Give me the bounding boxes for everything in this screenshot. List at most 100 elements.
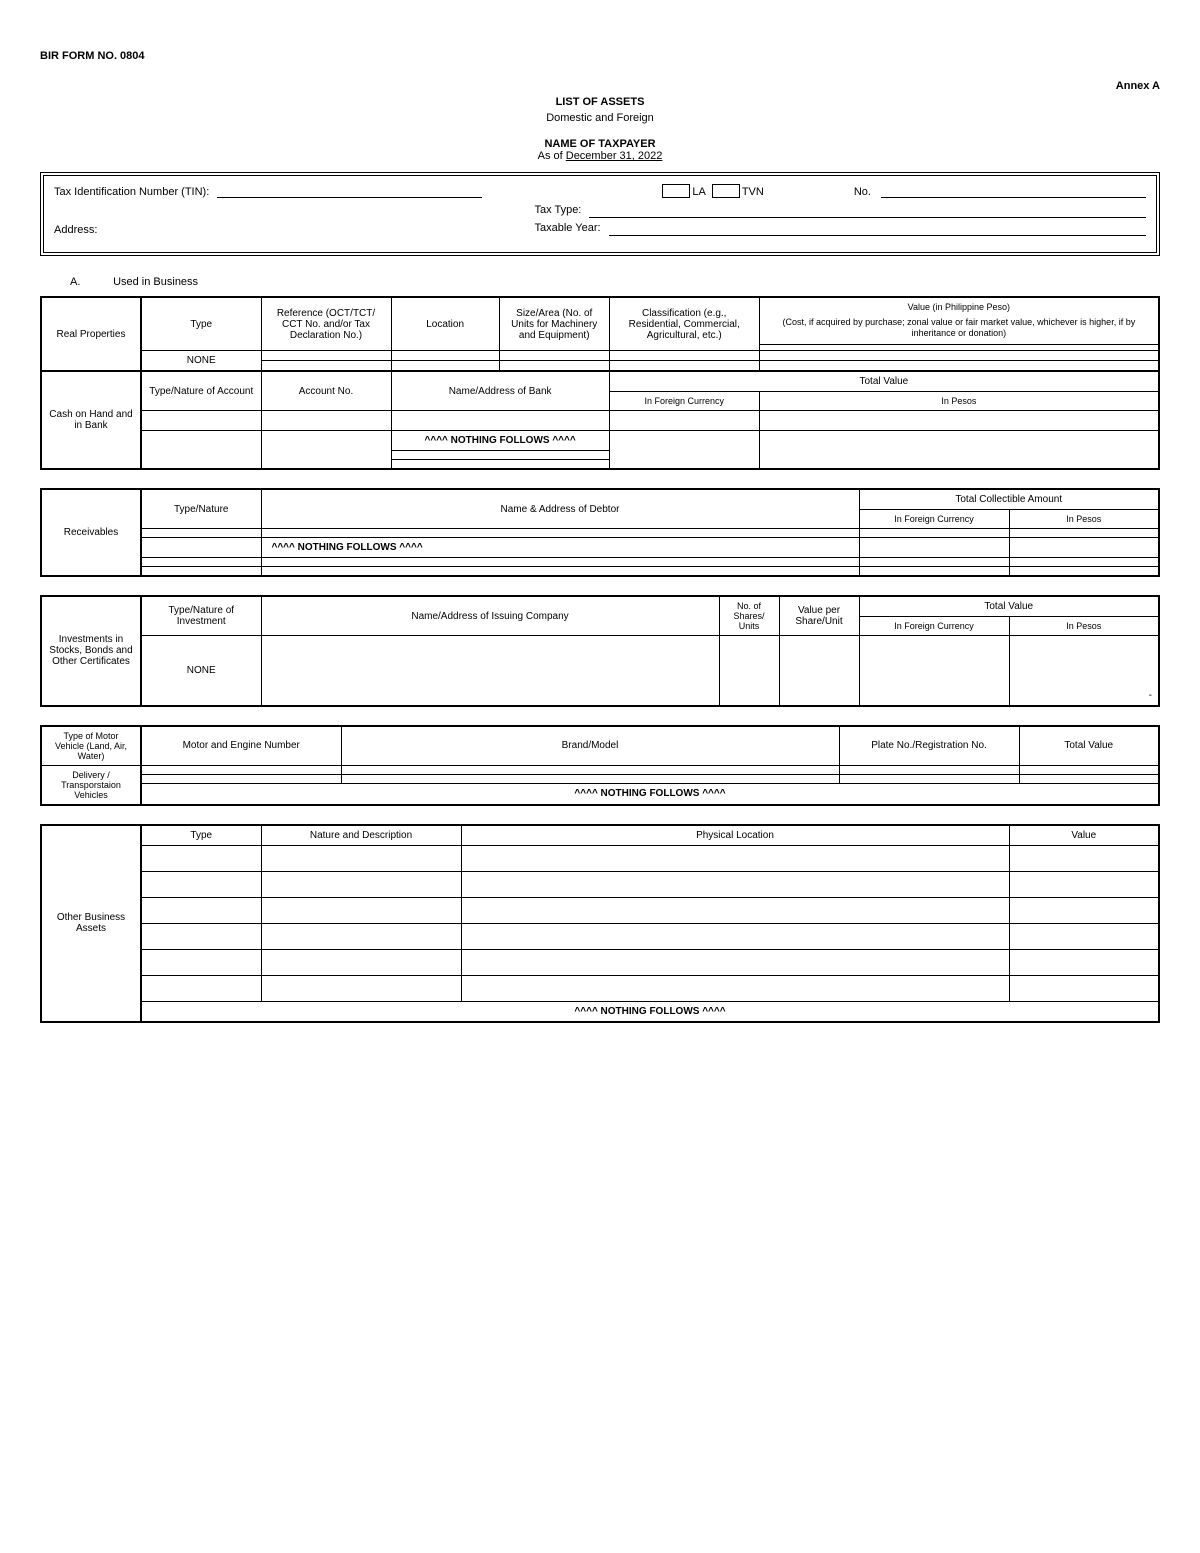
- asof-line: As of December 31, 2022: [40, 150, 1160, 162]
- cash-cell[interactable]: [759, 431, 1159, 470]
- oth-cell[interactable]: [141, 923, 261, 949]
- rp-cell[interactable]: [759, 361, 1159, 372]
- recv-cell[interactable]: [261, 529, 859, 538]
- cash-cell[interactable]: [391, 460, 609, 470]
- oth-cell[interactable]: [261, 949, 461, 975]
- recv-cell[interactable]: [1009, 558, 1159, 567]
- recv-col-pesos: In Pesos: [1009, 510, 1159, 529]
- recv-cell[interactable]: [141, 529, 261, 538]
- rp-col-size: Size/Area (No. of Units for Machinery an…: [499, 297, 609, 351]
- recv-cell[interactable]: [859, 538, 1009, 558]
- recv-cell[interactable]: [859, 567, 1009, 577]
- recv-cell[interactable]: [141, 558, 261, 567]
- oth-cell[interactable]: [141, 897, 261, 923]
- la-box[interactable]: [662, 184, 690, 198]
- recv-cell[interactable]: [1009, 529, 1159, 538]
- recv-col-total: Total Collectible Amount: [859, 489, 1159, 510]
- recv-cell[interactable]: [859, 529, 1009, 538]
- oth-cell[interactable]: [461, 897, 1009, 923]
- oth-cell[interactable]: [1009, 923, 1159, 949]
- taxyear-field[interactable]: [609, 222, 1146, 236]
- recv-nothing-follows: ^^^^ NOTHING FOLLOWS ^^^^: [261, 538, 859, 558]
- inv-cell[interactable]: [779, 636, 859, 706]
- cash-cell[interactable]: [141, 431, 261, 470]
- cash-cell[interactable]: [391, 451, 609, 460]
- cash-cell[interactable]: [391, 411, 609, 431]
- recv-cell[interactable]: [859, 558, 1009, 567]
- form-number: BIR FORM NO. 0804: [40, 50, 1160, 62]
- rp-cell[interactable]: [759, 351, 1159, 361]
- veh-cell[interactable]: [839, 774, 1019, 783]
- oth-cell[interactable]: [261, 923, 461, 949]
- recv-cell[interactable]: [261, 558, 859, 567]
- investments-table: Investments in Stocks, Bonds and Other C…: [40, 595, 1160, 707]
- oth-cell[interactable]: [1009, 949, 1159, 975]
- oth-cell[interactable]: [261, 897, 461, 923]
- oth-cell[interactable]: [141, 975, 261, 1001]
- oth-cell[interactable]: [1009, 871, 1159, 897]
- vehicles-table: Type of Motor Vehicle (Land, Air, Water)…: [40, 725, 1160, 806]
- veh-cell[interactable]: [141, 774, 341, 783]
- oth-cell[interactable]: [261, 871, 461, 897]
- receivables-label: Receivables: [41, 489, 141, 576]
- rp-cell[interactable]: [261, 361, 391, 372]
- veh-col-brand: Brand/Model: [341, 726, 839, 766]
- veh-cell[interactable]: [1019, 765, 1159, 774]
- oth-col-nature: Nature and Description: [261, 825, 461, 846]
- oth-cell[interactable]: [461, 871, 1009, 897]
- cash-cell[interactable]: [261, 411, 391, 431]
- veh-cell[interactable]: [341, 765, 839, 774]
- veh-cell[interactable]: [141, 765, 341, 774]
- oth-cell[interactable]: [461, 923, 1009, 949]
- rp-cell[interactable]: [261, 351, 391, 361]
- veh-cell[interactable]: [1019, 774, 1159, 783]
- inv-cell[interactable]: [719, 636, 779, 706]
- rp-cell[interactable]: [391, 351, 499, 361]
- recv-col-debtor: Name & Address of Debtor: [261, 489, 859, 529]
- subtitle: Domestic and Foreign: [40, 112, 1160, 124]
- oth-cell[interactable]: [141, 949, 261, 975]
- taxtype-field[interactable]: [589, 204, 1146, 218]
- oth-cell[interactable]: [461, 975, 1009, 1001]
- oth-cell[interactable]: [1009, 975, 1159, 1001]
- oth-cell[interactable]: [1009, 897, 1159, 923]
- cash-cell[interactable]: [609, 411, 759, 431]
- cash-cell[interactable]: [261, 431, 391, 470]
- inv-col-shares: No. of Shares/ Units: [719, 596, 779, 636]
- rp-cell[interactable]: [609, 351, 759, 361]
- cash-cell[interactable]: [141, 411, 261, 431]
- rp-none: NONE: [141, 351, 261, 372]
- address-label: Address:: [54, 224, 97, 236]
- rp-cell[interactable]: [609, 361, 759, 372]
- rp-cell[interactable]: [391, 361, 499, 372]
- asof-prefix: As of: [538, 150, 566, 162]
- recv-cell[interactable]: [1009, 567, 1159, 577]
- recv-cell[interactable]: [141, 538, 261, 558]
- recv-cell[interactable]: [261, 567, 859, 577]
- oth-cell[interactable]: [141, 845, 261, 871]
- inv-cell[interactable]: [261, 636, 719, 706]
- vehicle-type-label: Type of Motor Vehicle (Land, Air, Water): [41, 726, 141, 766]
- tvn-box[interactable]: [712, 184, 740, 198]
- rp-cell[interactable]: [499, 351, 609, 361]
- oth-cell[interactable]: [261, 975, 461, 1001]
- oth-cell[interactable]: [1009, 845, 1159, 871]
- oth-cell[interactable]: [461, 845, 1009, 871]
- inv-none: NONE: [141, 636, 261, 706]
- oth-cell[interactable]: [461, 949, 1009, 975]
- veh-cell[interactable]: [341, 774, 839, 783]
- cash-label: Cash on Hand and in Bank: [41, 371, 141, 469]
- veh-cell[interactable]: [839, 765, 1019, 774]
- cash-cell[interactable]: [609, 431, 759, 470]
- oth-cell[interactable]: [141, 871, 261, 897]
- taxpayer-info-box: Tax Identification Number (TIN): LA TVN …: [40, 172, 1160, 256]
- tin-field[interactable]: [217, 184, 482, 198]
- cash-cell[interactable]: [759, 411, 1159, 431]
- recv-cell[interactable]: [1009, 538, 1159, 558]
- rp-cell[interactable]: [499, 361, 609, 372]
- inv-cell[interactable]: [859, 636, 1009, 706]
- cash-nothing-follows: ^^^^ NOTHING FOLLOWS ^^^^: [391, 431, 609, 451]
- recv-cell[interactable]: [141, 567, 261, 577]
- no-field[interactable]: [881, 184, 1146, 198]
- oth-cell[interactable]: [261, 845, 461, 871]
